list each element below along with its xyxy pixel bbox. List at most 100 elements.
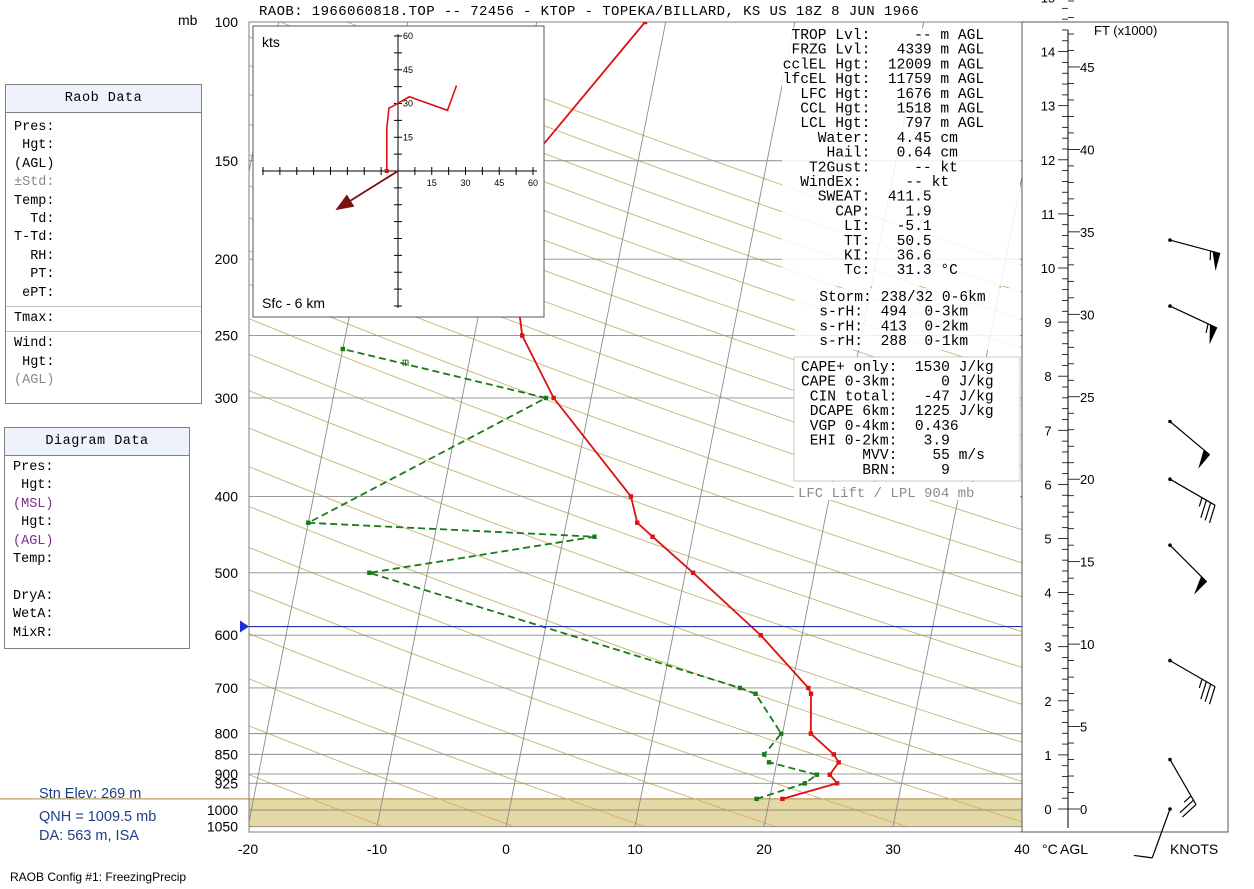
- km-tick-label: 14: [1041, 45, 1055, 60]
- temperature-point: [642, 22, 648, 25]
- barb-half: [1183, 795, 1192, 803]
- storm-index-line: s-rH: 413 0-2km: [793, 319, 968, 335]
- index-line: Tc: 31.3 °C: [774, 263, 958, 279]
- km-tick-label: 9: [1044, 315, 1051, 330]
- dewpoint-point: [367, 570, 372, 575]
- index-line: TROP Lvl: -- m AGL: [774, 28, 984, 44]
- agl-label: AGL: [1060, 841, 1088, 857]
- km-tick-label: 3: [1044, 640, 1051, 655]
- temperature-point: [808, 731, 814, 736]
- barb-staff: [1169, 478, 1216, 506]
- ft-tick-label: 15: [1080, 555, 1094, 570]
- diagram-row: MixR:: [13, 625, 54, 641]
- temperature-point: [827, 772, 832, 777]
- dewpoint-point: [802, 781, 808, 786]
- km-tick-label: 0: [1044, 802, 1051, 817]
- chart-title: RAOB: 1966060818.TOP -- 72456 - KTOP - T…: [259, 4, 919, 20]
- storm-block-bg: [795, 288, 1020, 350]
- freezing-level-marker: [240, 620, 249, 633]
- index-line: FRZG Lvl: 4339 m AGL: [774, 43, 984, 59]
- ft-tick-label: 5: [1080, 720, 1087, 735]
- raob-row: Wind:: [14, 336, 55, 352]
- dry-adiabat-line: [249, 217, 1022, 499]
- temperature-tick-label: -10: [367, 841, 387, 857]
- pressure-tick-label: 100: [215, 14, 239, 30]
- km-tick-label: 7: [1044, 423, 1051, 438]
- barb-flag: [1194, 576, 1207, 595]
- temperature-tick-label: 20: [756, 841, 772, 857]
- temperature-point: [551, 395, 556, 401]
- station-qnh: QNH = 1009.5 mb: [39, 809, 157, 825]
- barb-staff: [1169, 239, 1221, 255]
- right-panel-frame: [1021, 21, 1229, 833]
- hodograph-y-tick-label: 45: [403, 65, 413, 75]
- hodograph-x-tick-label: 60: [528, 178, 538, 188]
- raob-config-label: RAOB Config #1: FreezingPrecip: [10, 870, 187, 884]
- km-tick-label: 10: [1041, 261, 1055, 276]
- km-tick-label: 5: [1044, 532, 1051, 547]
- hodograph: 15 15 30 30 45 45 60 60 kts Sfc - 6 km: [252, 25, 545, 318]
- pressure-tick-label: 500: [215, 565, 239, 581]
- raob-row: T-Td:: [14, 230, 55, 246]
- barb-staff: [1169, 544, 1208, 583]
- pressure-tick-label: 250: [215, 328, 239, 344]
- storm-motion-arrow: [335, 170, 399, 211]
- index-line: Water: 4.45 cm: [774, 131, 958, 147]
- pressure-tick-label: 900: [215, 766, 239, 782]
- diagram-row: Hgt:: [13, 515, 54, 531]
- raob-data-title: Raob Data: [6, 85, 201, 113]
- temperature-tick-label: -20: [238, 841, 258, 857]
- barb-staff: [1169, 421, 1211, 456]
- temperature-point: [628, 494, 634, 499]
- lift-note: LFC Lift / LPL 904 mb: [798, 486, 974, 502]
- km-tick-label: 6: [1044, 477, 1051, 492]
- wind-barb: [1168, 477, 1216, 523]
- km-tick-label: 4: [1044, 586, 1051, 601]
- dry-adiabat-line: [249, 633, 777, 828]
- hodograph-y-tick-label: 15: [403, 132, 413, 142]
- isotherm-line: [505, 22, 667, 827]
- raob-row: (AGL): [14, 373, 55, 389]
- hodograph-y-tick-label: 60: [403, 31, 413, 41]
- temperature-point: [780, 796, 785, 802]
- wind-barb: [1168, 757, 1197, 818]
- barb-station: [1168, 658, 1172, 663]
- km-tick-label: 13: [1041, 99, 1055, 114]
- index-line: Hail: 0.64 cm: [774, 146, 958, 162]
- indices-panel: TROP Lvl: -- m AGL FRZG Lvl: 4339 m AGL …: [774, 28, 1021, 502]
- station-elevation: Stn Elev: 269 m: [39, 786, 142, 802]
- dry-adiabat-line: [249, 725, 515, 828]
- barb-full: [1204, 683, 1212, 702]
- temperature-point: [806, 685, 811, 691]
- temperature-point: [635, 520, 640, 525]
- wind-barb: [1133, 807, 1172, 859]
- wind-barb: [1168, 238, 1221, 271]
- dry-adiabat-line: [249, 427, 1022, 705]
- divider: [6, 305, 201, 307]
- raob-row: Hgt:: [14, 354, 55, 370]
- temperature-point: [758, 632, 763, 638]
- dry-adiabat-line: [249, 154, 1022, 436]
- temperature-point: [834, 781, 840, 786]
- index-line: cclEL Hgt: 12009 m AGL: [774, 57, 984, 73]
- index-line: LFC Hgt: 1676 m AGL: [774, 87, 984, 103]
- mixing-ratio-marker: m: [402, 356, 409, 370]
- km-tick-label: 2: [1044, 694, 1051, 709]
- dewpoint-point: [761, 752, 767, 757]
- dewpoint-point: [778, 731, 784, 736]
- diagram-row: (AGL): [13, 533, 54, 549]
- ft-tick-label: 25: [1080, 390, 1094, 405]
- wind-barb: [1168, 304, 1218, 345]
- raob-row: RH:: [14, 248, 55, 264]
- hodograph-y-tick-label: 30: [403, 99, 413, 109]
- ft-tick-label: 30: [1080, 307, 1094, 322]
- hodograph-plot: 15 15 30 30 45 45 60 60: [262, 31, 538, 308]
- barb-staff: [1169, 660, 1216, 688]
- ft-tick-label: 45: [1080, 60, 1094, 75]
- temperature-point: [690, 570, 696, 575]
- dewpoint-point: [753, 691, 758, 696]
- pressure-tick-label: 300: [215, 390, 239, 406]
- index-line: SWEAT: 411.5: [774, 190, 932, 206]
- barb-station: [1168, 543, 1172, 547]
